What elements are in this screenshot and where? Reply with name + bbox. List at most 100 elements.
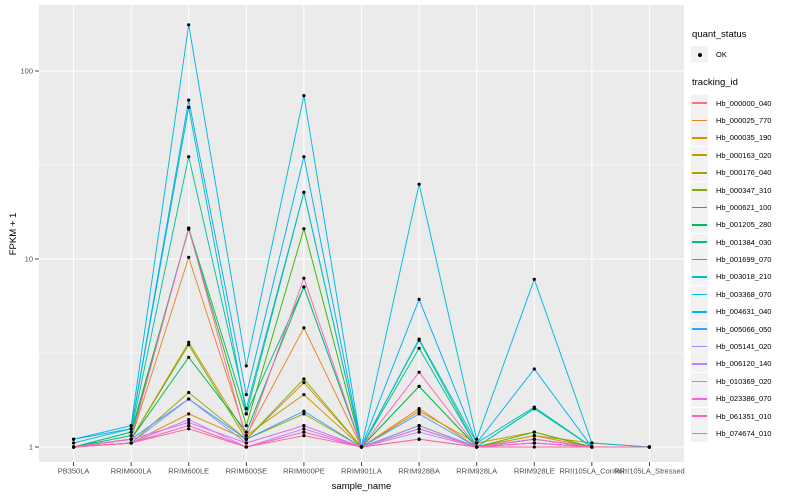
- data-point: [187, 98, 191, 102]
- legend-key-box: [691, 268, 708, 286]
- data-point: [187, 417, 191, 422]
- data-point: [187, 427, 191, 431]
- tracking-id-legend-item: Hb_000163_020: [691, 146, 799, 164]
- data-point: [302, 393, 306, 397]
- tracking-id-legend-item: Hb_001205_280: [691, 216, 799, 234]
- legend-key-box: [691, 355, 708, 373]
- data-point: [244, 424, 248, 428]
- legend-line-swatch: [692, 241, 707, 244]
- data-point: [187, 105, 191, 109]
- tracking-id-legend-item: Hb_001699_070: [691, 251, 799, 269]
- tracking-id-legend-label: Hb_023386_070: [716, 394, 772, 404]
- data-point: [475, 441, 479, 445]
- legend-key-box: [691, 216, 708, 234]
- legend-key-box: [691, 320, 708, 338]
- tracking-id-legend-label: Hb_074674_010: [716, 429, 772, 438]
- y-axis-title: FPKM + 1: [8, 212, 19, 256]
- legend-key-box: [691, 372, 708, 390]
- legend-line-swatch: [692, 206, 707, 209]
- data-point: [475, 445, 479, 449]
- data-point: [187, 397, 191, 401]
- tracking-id-legend-label: Hb_000000_040: [716, 98, 772, 108]
- data-point: [302, 430, 306, 434]
- data-point: [417, 437, 421, 441]
- tracking-id-legend-label: Hb_006120_140: [716, 359, 772, 369]
- legend-key-box: [691, 198, 708, 216]
- legend-line-swatch: [692, 258, 707, 261]
- x-tick-label: RRIM600LE: [168, 467, 209, 476]
- legend-key-box: [691, 146, 708, 164]
- tracking-id-legend-label: Hb_003018_210: [716, 272, 772, 282]
- data-point: [417, 427, 421, 431]
- data-point: [532, 441, 536, 445]
- data-point: [129, 441, 133, 445]
- legend-key-box: [691, 303, 708, 321]
- data-point: [417, 297, 421, 301]
- legend-key-box: [691, 425, 708, 442]
- legend-key-box: [691, 181, 708, 199]
- legend-line-swatch: [692, 310, 707, 313]
- data-point: [532, 407, 536, 411]
- tracking-id-legend-label: Hb_005141_020: [716, 342, 772, 352]
- tracking-id-legend-item: Hb_001384_030: [691, 233, 799, 251]
- tracking-id-legend-item: Hb_000347_310: [691, 181, 799, 199]
- data-point: [187, 343, 191, 347]
- data-point: [187, 420, 191, 425]
- x-tick-label: RRIM928LE: [514, 467, 555, 476]
- data-point: [129, 424, 133, 428]
- tracking-id-legend-item: Hb_000035_190: [691, 129, 799, 147]
- legend-line-swatch: [692, 119, 707, 122]
- data-point: [359, 445, 364, 449]
- legend-line-swatch: [692, 397, 707, 400]
- data-point: [302, 326, 306, 330]
- tracking-id-legend-label: Hb_000347_310: [716, 185, 772, 195]
- data-point: [302, 427, 306, 431]
- data-point: [647, 445, 652, 449]
- tracking-id-legend-items: Hb_000000_040 Hb_000025_770 Hb_000035_190 H…: [691, 94, 799, 442]
- tracking-id-legend-item: Hb_006120_140: [691, 355, 799, 373]
- legend-key-box: [691, 251, 708, 269]
- data-point: [129, 437, 133, 441]
- legend-key-box: [691, 338, 708, 356]
- tracking-id-legend-label: Hb_000176_040: [716, 168, 772, 178]
- legend: quant_status OK tracking_id Hb_000000_04…: [691, 29, 799, 442]
- data-point: [417, 370, 421, 374]
- data-point: [187, 155, 191, 159]
- data-point: [532, 367, 536, 371]
- data-point: [590, 445, 594, 449]
- tracking-id-legend-item: Hb_000025_770: [691, 111, 799, 129]
- quant-status-legend-item: OK: [691, 46, 799, 64]
- data-point: [302, 155, 306, 159]
- data-point: [129, 434, 133, 438]
- legend-line-swatch: [692, 432, 707, 435]
- legend-line-swatch: [692, 415, 707, 417]
- tracking-id-legend-label: Hb_000035_190: [716, 133, 772, 143]
- data-point: [417, 182, 421, 186]
- data-point: [72, 445, 76, 449]
- legend-line-swatch: [692, 345, 707, 348]
- data-point: [129, 430, 133, 434]
- tracking-id-legend-label: Hb_004631_040: [716, 307, 772, 317]
- data-point: [417, 409, 421, 413]
- tracking-id-legend-item: Hb_003368_070: [691, 285, 799, 303]
- data-point: [417, 430, 421, 434]
- legend-line-swatch: [692, 328, 707, 331]
- y-tick-label: 100: [20, 67, 33, 76]
- data-point: [302, 227, 306, 231]
- data-point: [417, 338, 421, 342]
- legend-key-box: [691, 285, 708, 303]
- tracking-id-legend-item: Hb_004631_040: [691, 303, 799, 321]
- data-point: [244, 407, 248, 411]
- tracking-id-legend-label: Hb_061351_010: [716, 411, 772, 421]
- tracking-id-legend-item: Hb_005066_050: [691, 320, 799, 338]
- legend-key-box: [691, 407, 708, 425]
- data-point: [244, 364, 248, 368]
- legend-line-swatch: [692, 276, 707, 278]
- x-tick-label: RRII105LA_Stressed: [614, 467, 684, 476]
- data-point: [302, 409, 306, 413]
- legend-line-swatch: [692, 171, 707, 174]
- data-point: [302, 377, 306, 381]
- data-point: [417, 424, 421, 428]
- tracking-id-legend-label: Hb_001205_280: [716, 220, 772, 230]
